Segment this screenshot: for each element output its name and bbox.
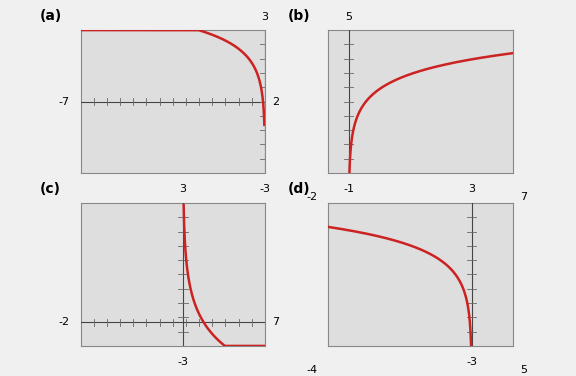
Text: (a): (a) bbox=[40, 9, 62, 23]
Text: -3: -3 bbox=[259, 184, 271, 194]
Text: 3: 3 bbox=[180, 185, 187, 194]
Text: 5: 5 bbox=[520, 365, 527, 375]
Text: 7: 7 bbox=[272, 317, 279, 327]
Text: 3: 3 bbox=[468, 185, 475, 194]
Text: -3: -3 bbox=[177, 357, 188, 367]
Text: 2: 2 bbox=[272, 97, 279, 106]
Text: 7: 7 bbox=[520, 192, 527, 202]
Text: 3: 3 bbox=[262, 12, 268, 21]
Text: -2: -2 bbox=[58, 317, 70, 327]
Text: -1: -1 bbox=[343, 184, 354, 194]
Text: (c): (c) bbox=[40, 182, 61, 196]
Text: 5: 5 bbox=[345, 12, 353, 21]
Text: (b): (b) bbox=[288, 9, 310, 23]
Text: -2: -2 bbox=[306, 192, 317, 202]
Text: -3: -3 bbox=[466, 357, 477, 367]
Text: -4: -4 bbox=[306, 365, 317, 375]
Text: (d): (d) bbox=[288, 182, 310, 196]
Text: -7: -7 bbox=[58, 97, 70, 106]
